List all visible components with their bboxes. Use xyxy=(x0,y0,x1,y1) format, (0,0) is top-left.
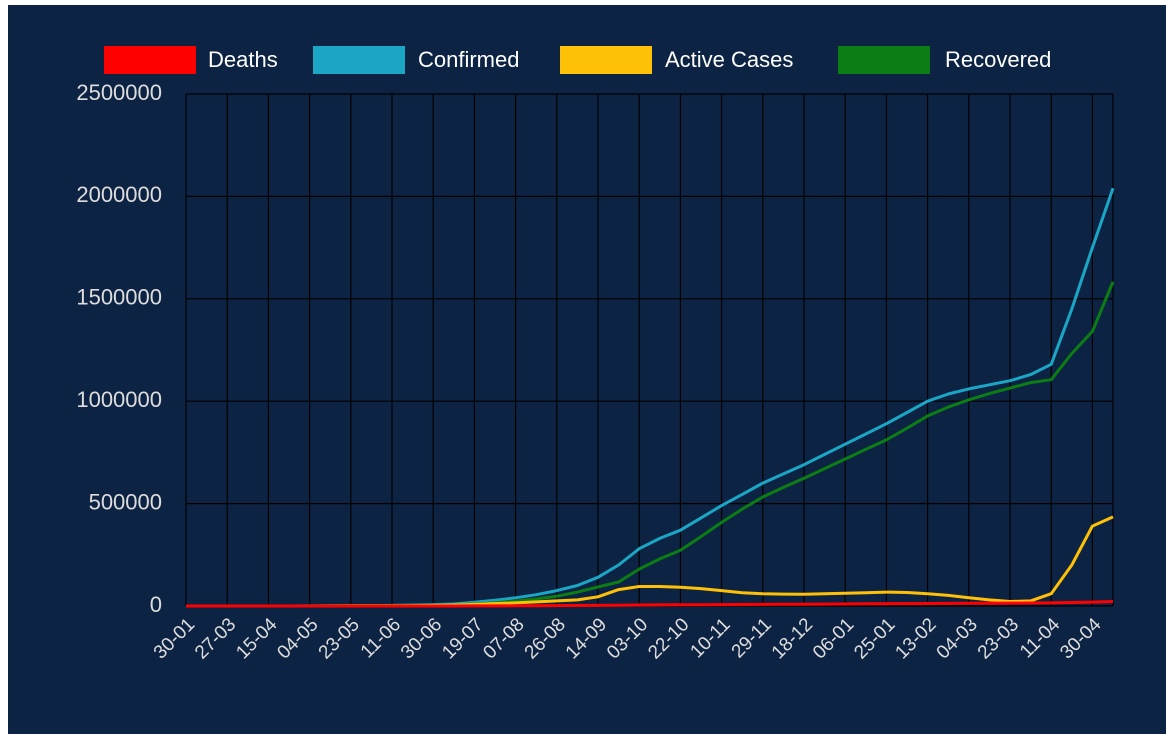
legend-swatch xyxy=(313,46,405,74)
y-tick-label: 2000000 xyxy=(76,182,162,207)
chart-background xyxy=(8,5,1166,734)
legend-swatch xyxy=(104,46,196,74)
series-line xyxy=(186,600,1114,608)
legend-label: Recovered xyxy=(945,47,1051,72)
legend-label: Active Cases xyxy=(665,47,793,72)
legend-label: Deaths xyxy=(208,47,278,72)
y-tick-label: 1000000 xyxy=(76,387,162,412)
legend-label: Confirmed xyxy=(418,47,519,72)
y-tick-label: 1500000 xyxy=(76,285,162,310)
legend-swatch xyxy=(560,46,652,74)
legend-swatch xyxy=(838,46,930,74)
y-tick-label: 2500000 xyxy=(76,80,162,105)
y-tick-label: 500000 xyxy=(89,489,162,514)
y-tick-label: 0 xyxy=(150,592,162,617)
